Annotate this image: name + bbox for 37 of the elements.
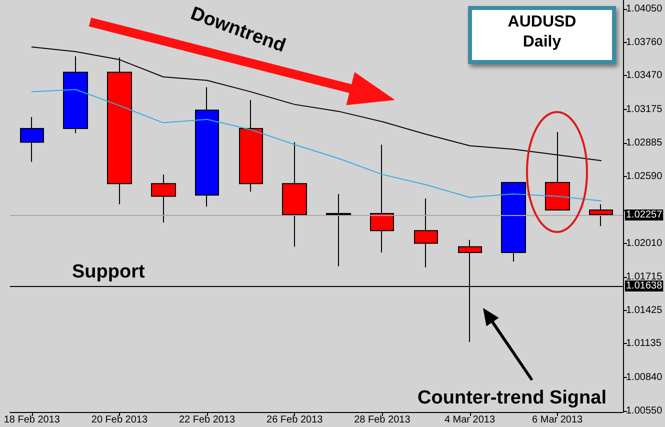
- candlestick: [589, 204, 613, 227]
- y-tick-label: 1.00840: [626, 372, 663, 384]
- line-series: [31, 89, 602, 202]
- ref-line-label: 1.01638: [626, 280, 663, 292]
- x-tick-label: 26 Feb 2013: [266, 414, 324, 426]
- y-tick-label: 1.01425: [626, 304, 663, 316]
- candlestick: [501, 182, 526, 262]
- y-tick-label: 1.03760: [626, 36, 663, 48]
- y-tick-label: 1.03175: [626, 104, 663, 116]
- y-tick-label: 1.03470: [626, 70, 663, 82]
- candlestick: [239, 99, 263, 192]
- candlestick: [282, 142, 307, 248]
- y-tick-label: 1.02590: [626, 171, 663, 182]
- text: Daily: [522, 34, 562, 50]
- x-tick-label: 4 Mar 2013: [444, 414, 496, 426]
- candlestick: [63, 56, 88, 134]
- candlestick: [151, 174, 176, 224]
- candlestick: [20, 116, 44, 162]
- y-tick-label: 1.01715: [626, 272, 663, 283]
- x-tick-label: 22 Feb 2013: [178, 414, 236, 426]
- y-tick-label: 1.04050: [626, 4, 663, 15]
- x-tick-label: 28 Feb 2013: [354, 414, 411, 426]
- y-tick-label: 1.02885: [626, 137, 663, 148]
- y-tick-label: 1.02010: [626, 238, 663, 249]
- text: AUDUSD: [508, 14, 576, 30]
- annotation: Counter-trend Signal: [418, 388, 606, 408]
- candlestick: [326, 193, 351, 267]
- x-tick-label: 20 Feb 2013: [91, 414, 148, 426]
- candlestick: [370, 144, 394, 253]
- x-tick-label: 6 Mar 2013: [532, 414, 584, 426]
- annotation: Support: [72, 262, 146, 282]
- candlestick: [414, 198, 438, 268]
- y-tick-label: 1.00550: [626, 405, 663, 416]
- candlestick: [195, 86, 219, 208]
- ref-line-label: 1.02257: [626, 209, 663, 220]
- x-tick-label: 18 Feb 2013: [4, 414, 60, 426]
- y-tick-label: 1.01135: [626, 338, 662, 350]
